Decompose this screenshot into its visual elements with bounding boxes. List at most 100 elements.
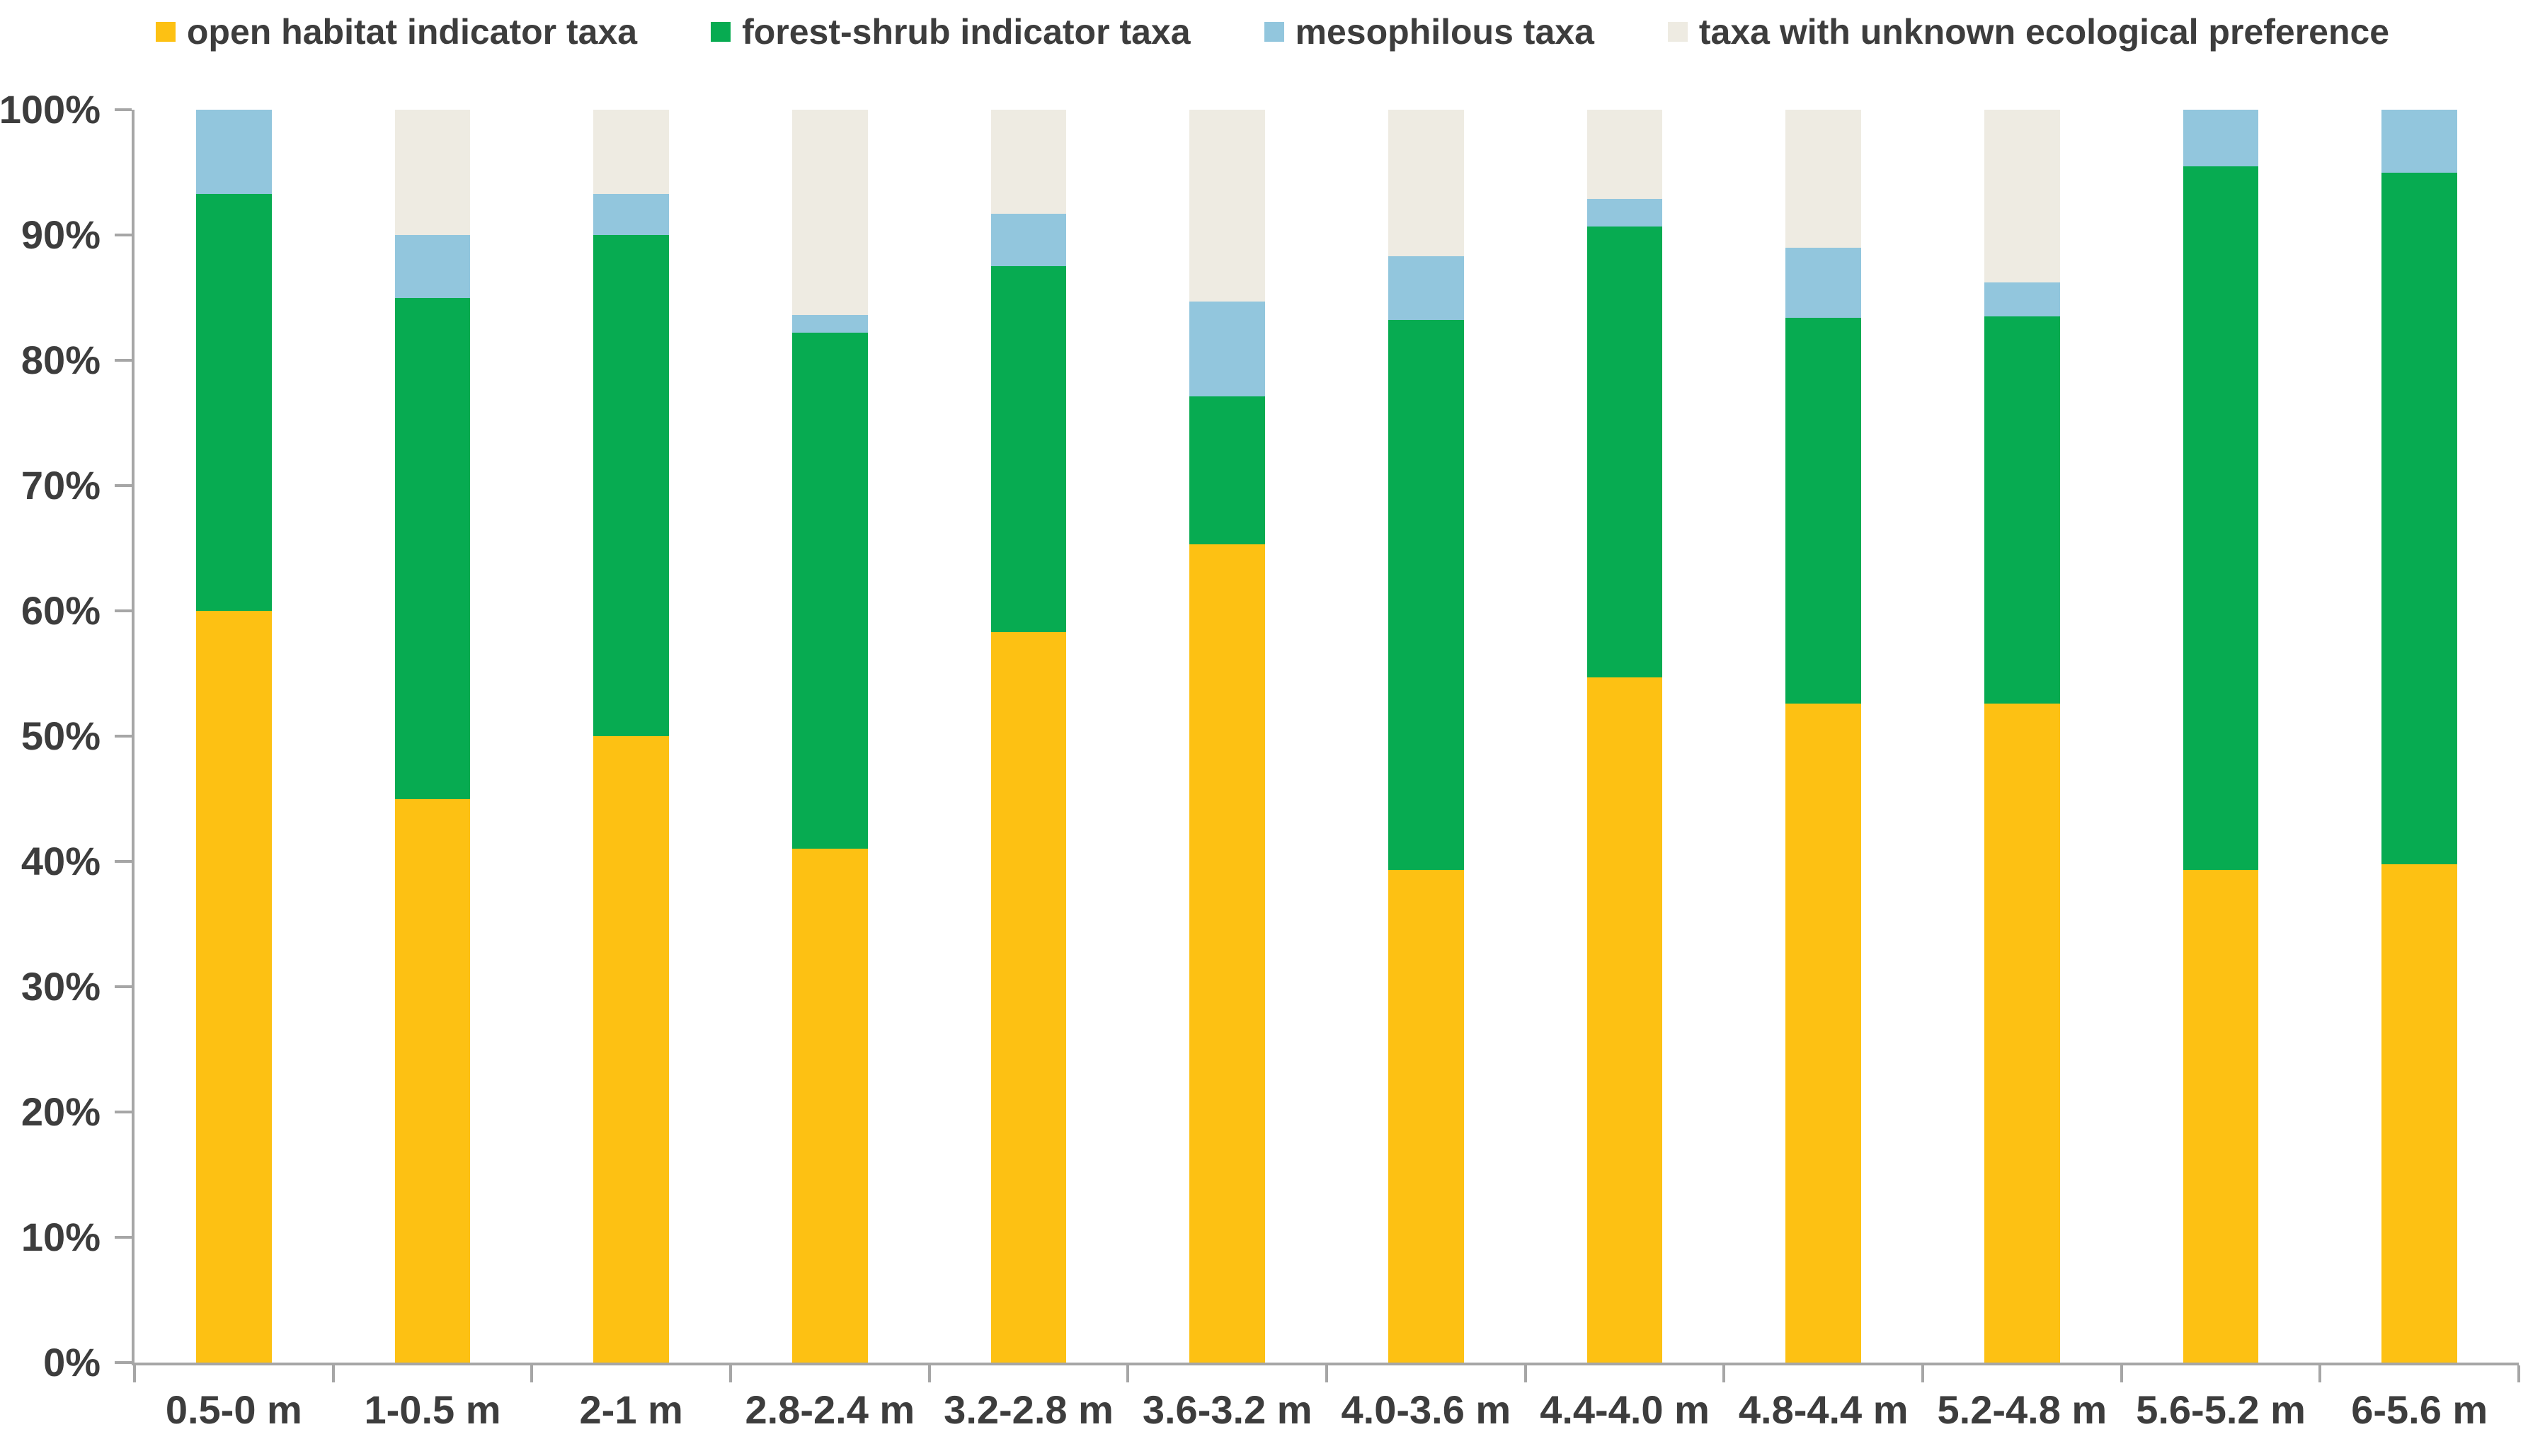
y-axis-label: 20%	[21, 1089, 101, 1134]
bar-segment	[1586, 198, 1663, 227]
bar-segment	[1388, 110, 1464, 257]
x-axis-label: 3.6-3.2 m	[1142, 1387, 1312, 1432]
stacked-bar	[1984, 110, 2060, 1363]
category-column	[731, 110, 930, 1363]
bar-segment	[990, 266, 1067, 633]
stacked-bar	[2381, 110, 2458, 1363]
y-axis-label: 70%	[21, 463, 101, 508]
x-axis-tick	[2318, 1365, 2322, 1382]
category-column	[2122, 110, 2321, 1363]
category-column	[1724, 110, 1923, 1363]
category-column	[930, 110, 1128, 1363]
stacked-bar	[1388, 110, 1464, 1363]
x-axis-label: 3.2-2.8 m	[944, 1387, 1114, 1432]
bars-container	[135, 110, 2519, 1363]
plot-area: 0.5-0 m 1-0.5 m 2-1 m 2.8-2.4 m 3.2-2.8 m 3.6…	[0, 90, 2520, 1432]
legend-label: forest-shrub indicator taxa	[742, 12, 1191, 52]
legend-label: open habitat indicator taxa	[186, 12, 638, 52]
legend-swatch-icon	[711, 22, 731, 42]
bar-segment	[1984, 110, 2060, 283]
bar-segment	[792, 315, 868, 333]
x-axis-tick	[1921, 1365, 1924, 1382]
stacked-bar	[394, 110, 471, 1363]
chart-legend: open habitat indicator taxa forest-shrub …	[0, 11, 2545, 52]
y-axis-tick	[115, 609, 132, 612]
bar-segment	[1785, 110, 1862, 248]
y-axis-tick	[115, 1236, 132, 1239]
x-axis-label: 6-5.6 m	[2351, 1387, 2488, 1432]
category-column	[1128, 110, 1327, 1363]
category-column	[135, 110, 333, 1363]
x-axis-tick	[1325, 1365, 1328, 1382]
bar-segment	[1189, 301, 1266, 397]
bar-segment	[990, 110, 1067, 214]
y-axis-label: 10%	[21, 1215, 101, 1259]
bar-segment	[1586, 226, 1663, 677]
bar-segment	[593, 110, 669, 194]
category-column	[333, 110, 532, 1363]
bar-segment	[394, 798, 471, 1363]
legend-swatch-icon	[1667, 22, 1688, 42]
x-axis-tick	[530, 1365, 534, 1382]
x-axis-tick	[927, 1365, 931, 1382]
bar-segment	[394, 110, 471, 235]
stacked-bar	[792, 110, 868, 1363]
x-axis-tick	[331, 1365, 335, 1382]
bar-segment	[196, 611, 272, 1363]
legend-item: mesophilous taxa	[1264, 11, 1594, 52]
bar-segment	[792, 849, 868, 1363]
category-column	[1923, 110, 2122, 1363]
stacked-bar	[2183, 110, 2259, 1363]
bar-segment	[990, 632, 1067, 1363]
x-axis-label: 4.4-4.0 m	[1540, 1387, 1710, 1432]
bar-segment	[593, 193, 669, 235]
x-axis-label: 2.8-2.4 m	[745, 1387, 915, 1432]
legend-item: open habitat indicator taxa	[155, 11, 638, 52]
x-axis-tick	[1523, 1365, 1527, 1382]
y-axis-tick	[115, 985, 132, 988]
stacked-bar	[1189, 110, 1266, 1363]
y-axis-tick	[115, 1111, 132, 1113]
category-column	[2320, 110, 2519, 1363]
bar-segment	[1785, 317, 1862, 704]
stacked-bar	[593, 110, 669, 1363]
bar-segment	[1388, 256, 1464, 321]
y-axis-label: 100%	[0, 87, 101, 132]
stacked-bar	[1785, 110, 1862, 1363]
y-axis-label: 60%	[21, 588, 101, 633]
bar-segment	[593, 736, 669, 1363]
bar-segment	[394, 297, 471, 799]
y-axis-tick	[115, 484, 132, 487]
y-axis-label: 50%	[21, 713, 101, 758]
legend-swatch-icon	[155, 22, 176, 42]
x-axis-label: 1-0.5 m	[364, 1387, 501, 1432]
bar-segment	[1586, 677, 1663, 1363]
x-axis-labels: 0.5-0 m 1-0.5 m 2-1 m 2.8-2.4 m 3.2-2.8 m 3.6…	[135, 1387, 2519, 1433]
legend-swatch-icon	[1264, 22, 1284, 42]
x-axis-tick	[133, 1365, 136, 1382]
bar-segment	[792, 333, 868, 849]
x-axis-tick	[2120, 1365, 2123, 1382]
bar-segment	[2381, 110, 2458, 173]
x-axis-tick	[1722, 1365, 1726, 1382]
x-axis-label: 5.2-4.8 m	[1937, 1387, 2108, 1432]
y-axis-tick	[115, 359, 132, 362]
x-axis-tick	[1126, 1365, 1130, 1382]
bar-segment	[1388, 870, 1464, 1363]
bar-segment	[1785, 703, 1862, 1363]
bar-segment	[1189, 544, 1266, 1363]
y-axis-tick	[115, 860, 132, 863]
bar-segment	[990, 213, 1067, 267]
bar-segment	[1189, 110, 1266, 302]
legend-item: forest-shrub indicator taxa	[711, 11, 1191, 52]
y-axis-label: 90%	[21, 212, 101, 257]
bar-segment	[1984, 282, 2060, 317]
y-axis-tick	[115, 234, 132, 236]
x-axis-label: 0.5-0 m	[165, 1387, 302, 1432]
category-column	[1327, 110, 1526, 1363]
y-axis-label: 0%	[43, 1340, 101, 1385]
legend-label: mesophilous taxa	[1295, 12, 1594, 52]
x-axis-label: 5.6-5.2 m	[2136, 1387, 2306, 1432]
bar-segment	[792, 110, 868, 316]
bar-segment	[1189, 396, 1266, 545]
